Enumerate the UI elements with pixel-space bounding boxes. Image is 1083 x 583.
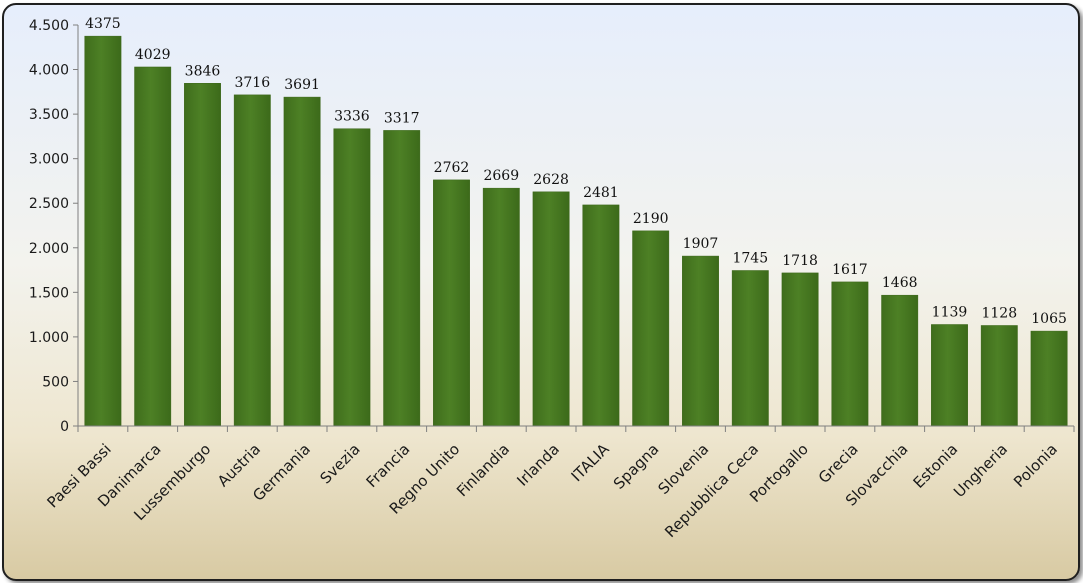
bar-chart: 0 500 1.000 1.500 2.000 2.500 3.000 3.500 4.000 4… xyxy=(4,5,1078,579)
bar xyxy=(334,129,370,426)
chart-frame: 0 500 1.000 1.500 2.000 2.500 3.000 3.500 4.000 4… xyxy=(2,3,1080,581)
y-tick-label: 500 xyxy=(42,374,69,390)
bar xyxy=(882,295,918,426)
category-label: Ungheria xyxy=(950,440,1011,501)
bar xyxy=(384,130,420,426)
category-label: Francia xyxy=(363,440,414,491)
category-label: Svezia xyxy=(316,440,363,487)
data-label: 4375 xyxy=(85,16,121,32)
y-tick-label: 3.500 xyxy=(29,107,69,123)
data-label: 1139 xyxy=(932,305,968,321)
category-label: Austria xyxy=(214,440,264,490)
data-label: 1065 xyxy=(1031,311,1067,327)
bar xyxy=(533,192,569,426)
data-label: 2481 xyxy=(583,185,619,201)
category-label: Polonia xyxy=(1010,440,1061,491)
data-label: 3336 xyxy=(334,109,370,125)
bar xyxy=(832,282,868,426)
data-label: 3846 xyxy=(185,63,221,79)
bar xyxy=(931,325,967,426)
bar xyxy=(782,273,818,426)
data-label: 3317 xyxy=(384,110,420,126)
data-label: 1907 xyxy=(683,236,719,252)
y-tick-label: 0 xyxy=(60,419,69,435)
bar xyxy=(732,271,768,426)
category-label: ITALIA xyxy=(568,440,614,486)
data-label: 1128 xyxy=(981,305,1017,321)
bars-layer xyxy=(85,36,1068,426)
data-label: 1745 xyxy=(732,251,768,267)
bar xyxy=(483,188,519,426)
data-label: 3716 xyxy=(234,75,270,91)
data-label: 2628 xyxy=(533,172,569,188)
data-label: 1468 xyxy=(882,275,918,291)
data-label: 2669 xyxy=(483,168,519,184)
bar xyxy=(284,97,320,426)
bar xyxy=(1031,331,1067,426)
y-tick-label: 4.000 xyxy=(29,63,69,79)
y-tick-label: 1.000 xyxy=(29,330,69,346)
bar xyxy=(583,205,619,426)
bar xyxy=(234,95,270,426)
y-tick-label: 4.500 xyxy=(29,18,69,34)
category-label: Repubblica Ceca xyxy=(661,440,762,541)
bar xyxy=(184,83,220,426)
data-label: 2762 xyxy=(434,160,470,176)
category-label: Finlandia xyxy=(453,440,513,500)
bar xyxy=(633,231,669,426)
y-tick-label: 1.500 xyxy=(29,285,69,301)
bar xyxy=(981,325,1017,426)
bar xyxy=(433,180,469,426)
bar xyxy=(682,256,718,426)
category-label: Grecia xyxy=(815,440,862,487)
data-label: 2190 xyxy=(633,211,669,227)
data-label: 4029 xyxy=(135,47,171,63)
data-label: 1718 xyxy=(782,253,818,269)
y-tick-label: 2.000 xyxy=(29,241,69,257)
data-label: 1617 xyxy=(832,262,868,278)
bar xyxy=(85,36,121,426)
y-tick-label: 2.500 xyxy=(29,196,69,212)
category-label: Irlanda xyxy=(513,440,563,490)
data-label: 3691 xyxy=(284,77,320,93)
y-tick-label: 3.000 xyxy=(29,152,69,168)
bar xyxy=(135,67,171,426)
